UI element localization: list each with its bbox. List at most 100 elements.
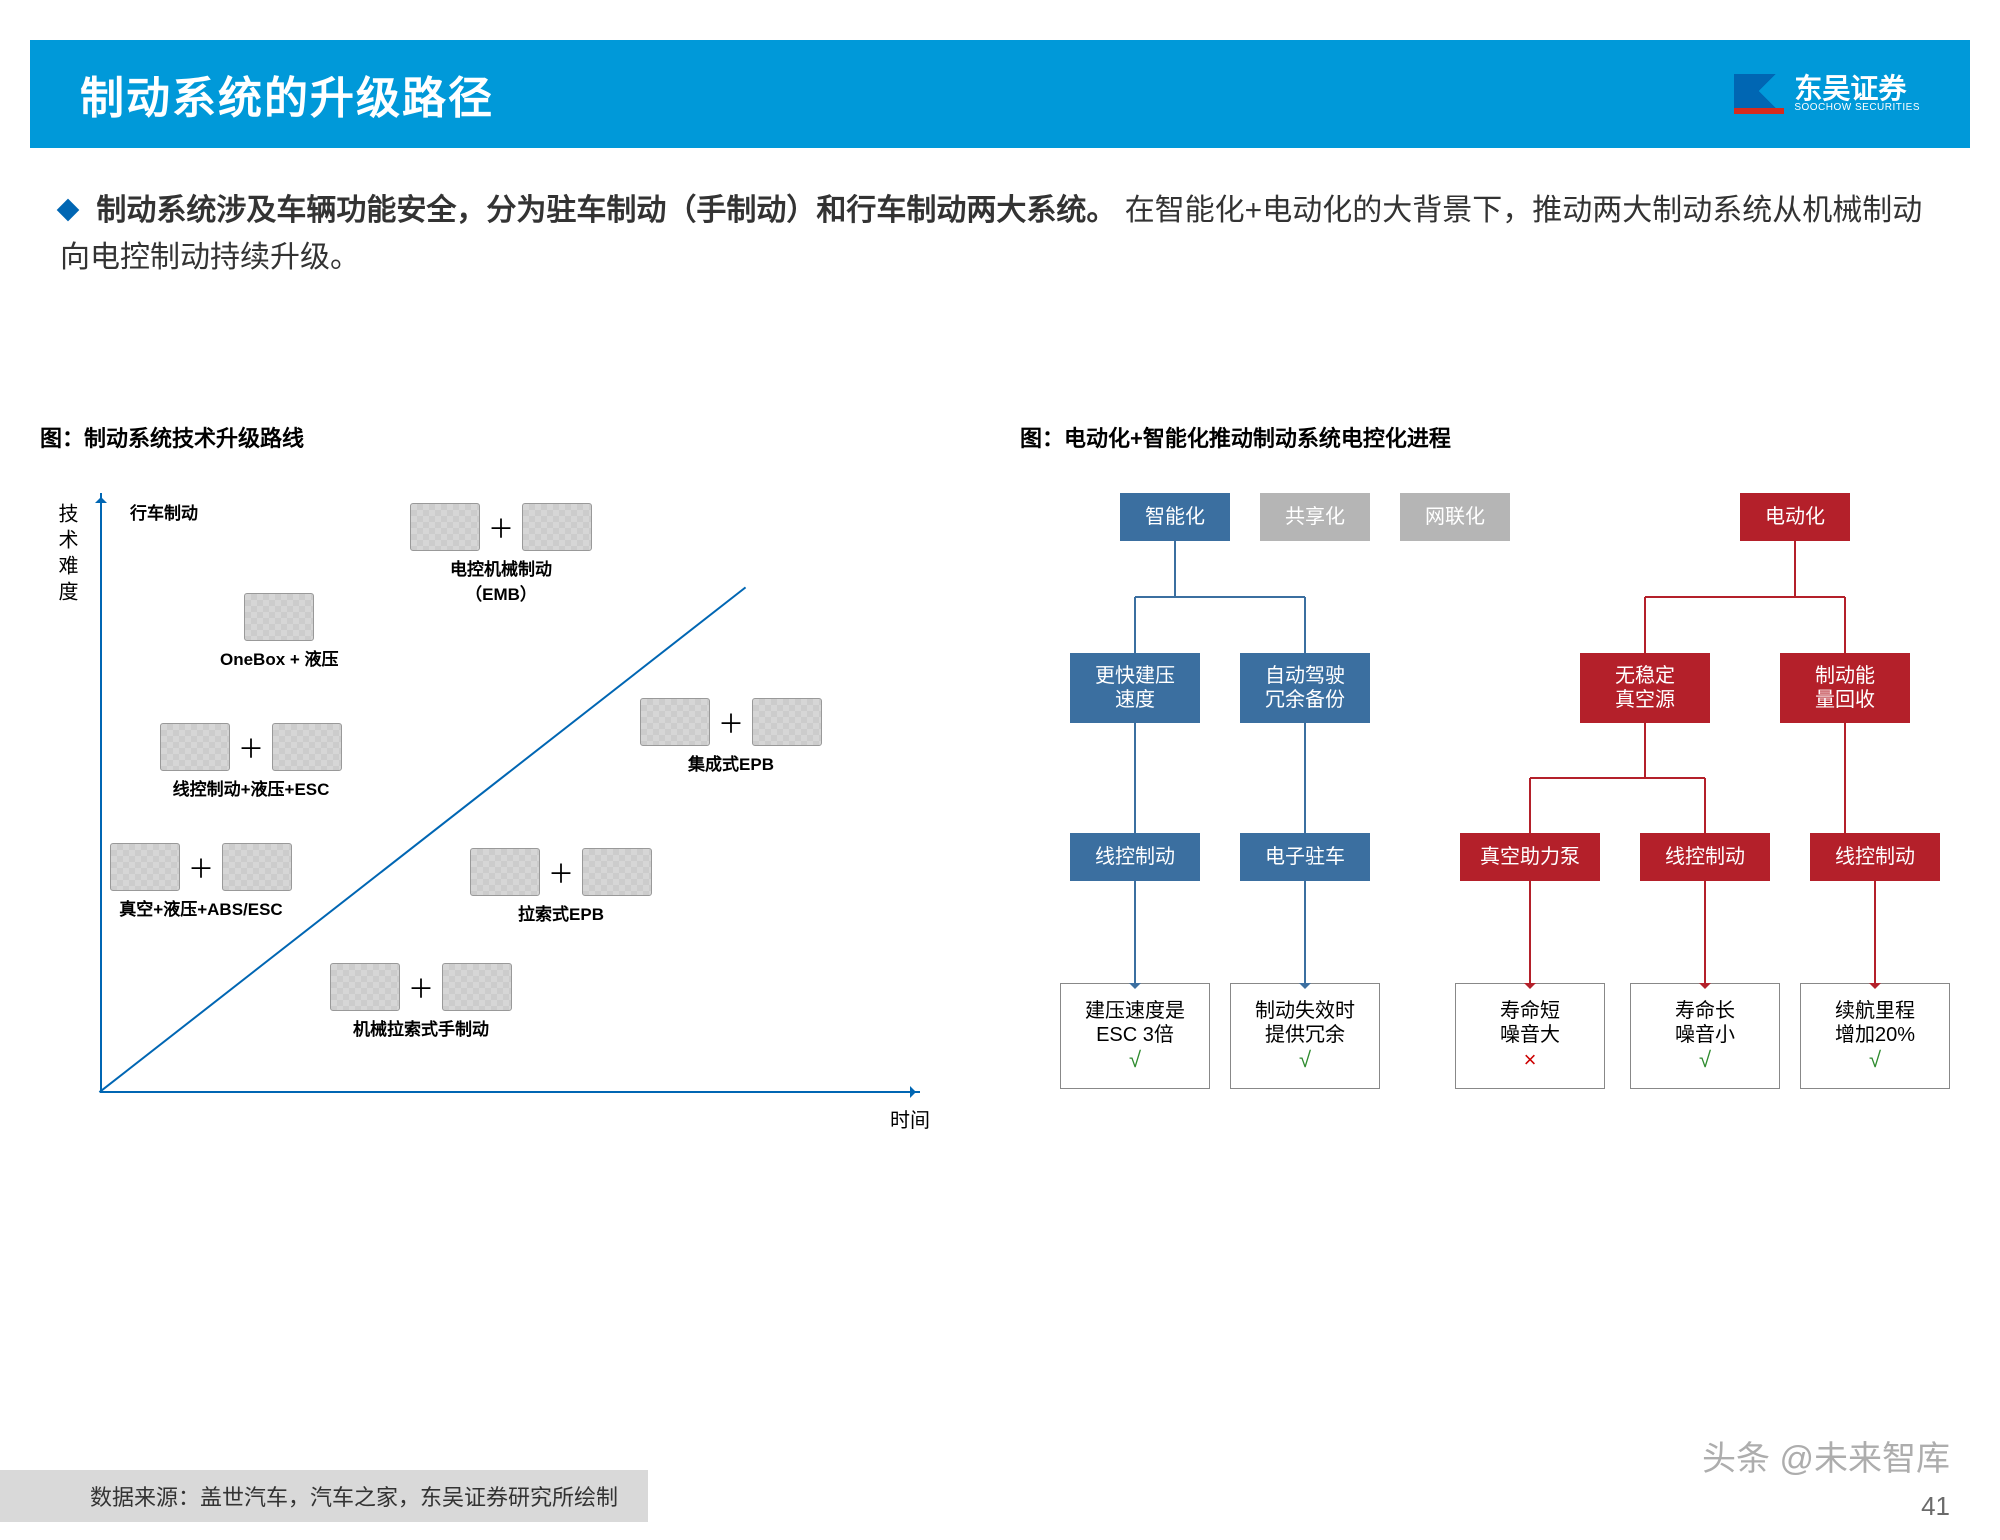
plus-icon: ＋ [718,704,744,741]
connector [1704,881,1706,983]
connector [1134,723,1136,833]
connector [1645,596,1845,598]
tech-node: ＋ 线控制动+液压+ESC [160,723,342,800]
connector [1794,541,1796,597]
cross-icon: × [1524,1047,1537,1073]
flow-box: 电动化 [1740,493,1850,541]
node-image-row: ＋ [470,848,652,896]
component-image-icon [752,698,822,746]
page-number: 41 [1921,1491,1950,1522]
connector [1134,881,1136,983]
node-label: 行车制动 [130,499,198,524]
check-icon: √ [1129,1047,1141,1073]
node-image-row [244,593,314,641]
flow-box: 线控制动 [1810,833,1940,881]
connector [1529,778,1531,833]
outcome-box: 寿命长 噪音小√ [1630,983,1780,1089]
right-figure-title: 图：电动化+智能化推动制动系统电控化进程 [1020,421,1960,453]
component-image-icon [522,503,592,551]
connector [1874,881,1876,983]
left-figure: 图：制动系统技术升级路线 技术难度 时间 行车制动 ＋ 电控机械制动 （EMB） On… [40,421,980,1153]
connector [1174,541,1176,597]
left-canvas: 技术难度 时间 行车制动 ＋ 电控机械制动 （EMB） OneBox + 液压 ＋ 线控制… [40,473,940,1153]
check-icon: √ [1299,1047,1311,1073]
connector [1844,723,1846,833]
node-image-row: ＋ [640,698,822,746]
brand-logo: 东吴证券 SOOCHOW SECURITIES [1734,74,1920,114]
tech-node: OneBox + 液压 [220,593,339,670]
component-image-icon [160,723,230,771]
logo-mark-icon [1734,74,1784,114]
right-figure: 图：电动化+智能化推动制动系统电控化进程 智能化共享化网联化电动化更快建压 速度… [1020,421,1960,1153]
logo-text: 东吴证券 SOOCHOW SECURITIES [1794,75,1920,113]
left-figure-title: 图：制动系统技术升级路线 [40,421,980,453]
footer: 数据来源：盖世汽车，汽车之家，东吴证券研究所绘制 41 [0,1470,2000,1540]
check-icon: √ [1869,1047,1881,1073]
node-image-row: ＋ [330,963,512,1011]
component-image-icon [640,698,710,746]
plus-icon: ＋ [548,854,574,891]
plus-icon: ＋ [488,509,514,546]
source-text: 数据来源：盖世汽车，汽车之家，东吴证券研究所绘制 [0,1470,648,1522]
node-label: 集成式EPB [688,750,774,775]
plus-icon: ＋ [188,849,214,886]
flow-box: 智能化 [1120,493,1230,541]
bullet-diamond-icon [57,199,80,222]
logo-en: SOOCHOW SECURITIES [1794,103,1920,113]
right-canvas: 智能化共享化网联化电动化更快建压 速度自动驾驶 冗余备份无稳定 真空源制动能 量… [1020,473,1960,1153]
component-image-icon [470,848,540,896]
connector [1304,597,1306,653]
connector [1844,597,1846,653]
tech-node: 行车制动 [130,499,198,524]
component-image-icon [244,593,314,641]
component-image-icon [110,843,180,891]
node-image-row: ＋ [410,503,592,551]
component-image-icon [582,848,652,896]
connector [1704,778,1706,833]
logo-cn: 东吴证券 [1794,75,1920,103]
component-image-icon [330,963,400,1011]
component-image-icon [442,963,512,1011]
flow-box: 网联化 [1400,493,1510,541]
connector [1529,881,1531,983]
x-axis-label: 时间 [890,1104,930,1133]
node-label: OneBox + 液压 [220,645,339,670]
component-image-icon [222,843,292,891]
node-image-row: ＋ [110,843,292,891]
component-image-icon [410,503,480,551]
page-title: 制动系统的升级路径 [80,62,494,126]
figures-row: 图：制动系统技术升级路线 技术难度 时间 行车制动 ＋ 电控机械制动 （EMB） On… [40,421,1960,1153]
tech-node: ＋ 真空+液压+ABS/ESC [110,843,292,920]
connector [1304,723,1306,833]
title-bar: 制动系统的升级路径 东吴证券 SOOCHOW SECURITIES [30,40,1970,148]
outcome-box: 建压速度是 ESC 3倍√ [1060,983,1210,1089]
tech-node: ＋ 机械拉索式手制动 [330,963,512,1040]
flow-box: 共享化 [1260,493,1370,541]
node-label: 机械拉索式手制动 [353,1015,489,1040]
connector [1644,597,1646,653]
connector [1304,881,1306,983]
tech-node: ＋ 电控机械制动 （EMB） [410,503,592,605]
y-axis-label: 技术难度 [52,503,81,607]
component-image-icon [272,723,342,771]
node-image-row: ＋ [160,723,342,771]
intro-lead: 制动系统涉及车辆功能安全，分为驻车制动（手制动）和行车制动两大系统。 [96,194,1116,227]
connector [1644,723,1646,778]
outcome-box: 制动失效时 提供冗余√ [1230,983,1380,1089]
plus-icon: ＋ [238,729,264,766]
intro-paragraph: 制动系统涉及车辆功能安全，分为驻车制动（手制动）和行车制动两大系统。 在智能化+… [60,188,1940,281]
outcome-box: 寿命短 噪音大× [1455,983,1605,1089]
tech-node: ＋ 拉索式EPB [470,848,652,925]
connector [1135,596,1305,598]
x-axis [100,1091,920,1093]
tech-node: ＋ 集成式EPB [640,698,822,775]
check-icon: √ [1699,1047,1711,1073]
node-label: 电控机械制动 （EMB） [450,555,552,605]
outcome-box: 续航里程 增加20%√ [1800,983,1950,1089]
node-label: 线控制动+液压+ESC [173,775,330,800]
node-label: 拉索式EPB [518,900,604,925]
connector [1530,777,1705,779]
node-label: 真空+液压+ABS/ESC [119,895,282,920]
y-axis [100,493,102,1093]
plus-icon: ＋ [408,969,434,1006]
